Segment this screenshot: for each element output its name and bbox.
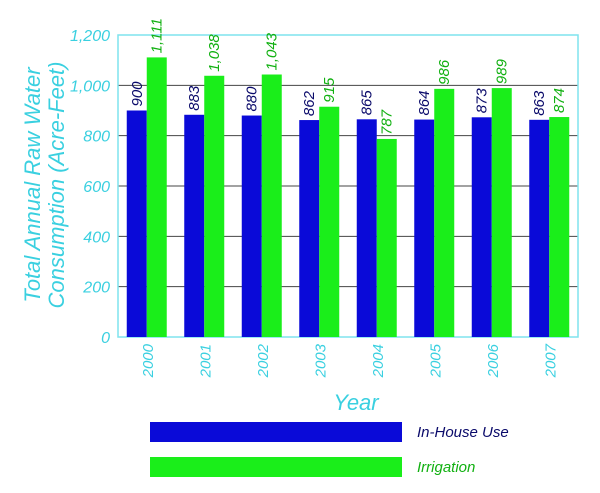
x-tick-label: 2004 xyxy=(370,344,387,378)
legend-label-irrigation: Irrigation xyxy=(417,458,476,476)
data-label-in-house: 863 xyxy=(531,90,548,116)
y-tick-label: 400 xyxy=(83,229,110,246)
bar-irrigation xyxy=(204,75,225,338)
bar-in-house xyxy=(356,119,377,337)
x-tick-label: 2007 xyxy=(542,343,559,378)
bar-in-house xyxy=(126,110,147,337)
data-label-in-house: 900 xyxy=(129,81,146,107)
data-label-irrigation: 989 xyxy=(494,58,511,84)
legend-item-irrigation: Irrigation xyxy=(150,457,475,477)
x-tick-label: 2000 xyxy=(140,343,157,378)
y-axis-label-line1: Total Annual Raw Water xyxy=(20,66,45,303)
y-tick-label: 800 xyxy=(83,129,110,146)
data-label-in-house: 883 xyxy=(186,85,203,111)
data-label-irrigation: 874 xyxy=(551,88,568,113)
plot-frame xyxy=(117,34,579,338)
bar-in-house xyxy=(184,114,205,337)
y-tick-label: 0 xyxy=(101,330,110,347)
bar-in-house xyxy=(471,117,492,337)
data-label-irrigation: 915 xyxy=(321,77,338,103)
x-axis-label: Year xyxy=(333,390,380,415)
bar-irrigation xyxy=(261,74,282,338)
x-tick-label: 2005 xyxy=(427,343,444,378)
bar-irrigation xyxy=(491,88,512,337)
y-tick-label: 1,000 xyxy=(70,78,110,95)
legend-item-in-house: In-House Use xyxy=(150,422,509,442)
data-label-irrigation: 1,038 xyxy=(206,34,223,72)
y-axis-ticks: 0 200 400 600 800 1,000 1,200 xyxy=(70,28,110,347)
bar-in-house xyxy=(299,120,320,338)
legend-swatch-irrigation xyxy=(150,457,402,477)
y-axis-label-line2: Consumption (Acre-Feet) xyxy=(44,62,69,309)
y-tick-label: 200 xyxy=(82,280,110,297)
data-label-irrigation: 1,111 xyxy=(149,18,166,53)
data-label-irrigation: 787 xyxy=(379,109,396,135)
data-label-in-house: 873 xyxy=(474,88,491,114)
data-label-in-house: 865 xyxy=(359,90,376,116)
bar-irrigation xyxy=(549,117,570,337)
bar-irrigation xyxy=(434,88,455,338)
bars xyxy=(126,57,570,338)
data-labels: 9001,1118831,0388801,0438629158657878649… xyxy=(129,18,569,135)
x-tick-label: 2002 xyxy=(255,343,272,378)
data-label-in-house: 864 xyxy=(416,91,433,116)
y-tick-label: 1,200 xyxy=(70,28,110,45)
bar-irrigation xyxy=(146,57,167,337)
x-tick-label: 2003 xyxy=(312,343,329,378)
y-tick-label: 600 xyxy=(83,179,110,196)
bar-irrigation xyxy=(319,106,340,337)
bar-in-house xyxy=(414,119,435,337)
data-label-in-house: 862 xyxy=(301,90,318,116)
legend-label-in-house: In-House Use xyxy=(417,423,509,441)
data-label-in-house: 880 xyxy=(244,86,261,112)
bar-irrigation xyxy=(376,138,397,337)
x-tick-label: 2006 xyxy=(485,343,502,378)
data-label-irrigation: 1,043 xyxy=(264,32,281,70)
data-label-irrigation: 986 xyxy=(436,59,453,85)
bar-in-house xyxy=(241,115,262,338)
legend-swatch-in-house xyxy=(150,422,402,442)
bar-in-house xyxy=(529,119,550,337)
x-axis-ticks: 2000 2001 2002 2003 2004 2005 2006 2007 xyxy=(140,343,560,378)
x-tick-label: 2001 xyxy=(197,344,214,378)
